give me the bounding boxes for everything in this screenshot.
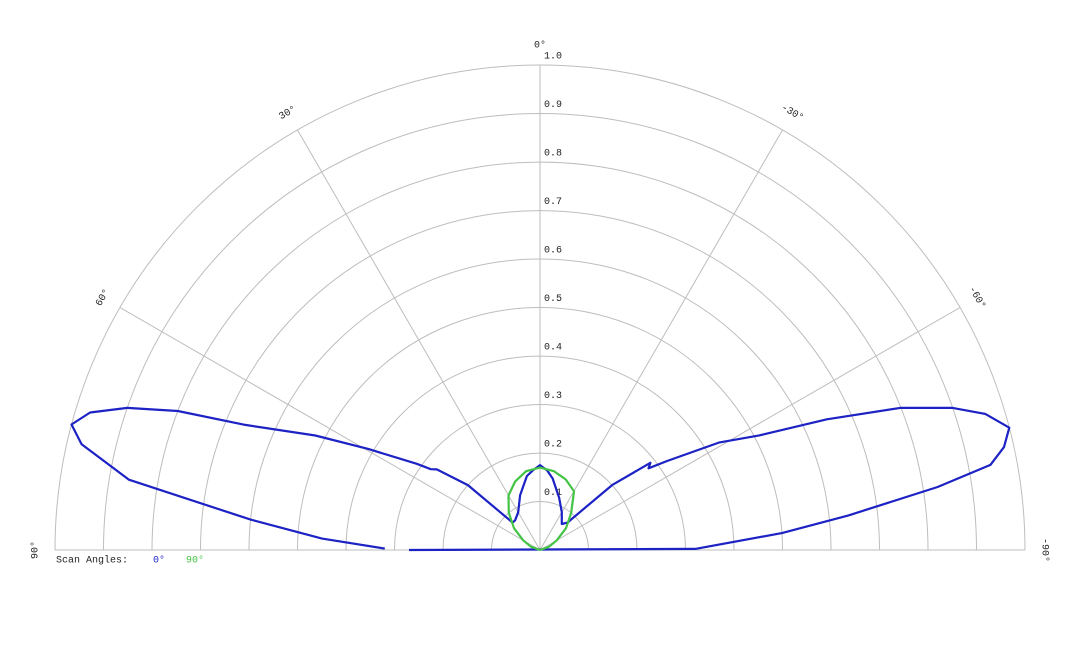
legend-title: Scan Angles: bbox=[56, 555, 128, 567]
r-tick-label: 0.2 bbox=[544, 440, 562, 451]
theta-tick-label: 30° bbox=[277, 104, 299, 123]
theta-tick-label: 90° bbox=[30, 541, 42, 559]
theta-tick-label: 0° bbox=[534, 40, 546, 52]
grid-spoke bbox=[539, 129, 783, 551]
r-tick-label: 0.9 bbox=[544, 100, 562, 111]
grid-spoke bbox=[297, 129, 541, 551]
r-tick-label: 0.1 bbox=[544, 488, 562, 499]
r-tick-label: 0.6 bbox=[544, 246, 562, 257]
r-tick-label: 0.7 bbox=[544, 197, 562, 208]
legend-entry: 0° bbox=[153, 555, 165, 567]
theta-tick-label: -90° bbox=[1038, 538, 1050, 562]
grid-spoke bbox=[119, 307, 541, 551]
series-line bbox=[507, 466, 576, 552]
theta-tick-label: 60° bbox=[94, 287, 113, 309]
legend: Scan Angles: 0° 90° bbox=[56, 555, 204, 567]
legend-entry: 90° bbox=[186, 555, 204, 567]
r-tick-label: 0.8 bbox=[544, 149, 562, 160]
r-tick-label: 0.3 bbox=[544, 391, 562, 402]
theta-tick-label: -30° bbox=[779, 102, 806, 124]
theta-tick-label: -60° bbox=[966, 284, 988, 311]
grid-spoke bbox=[539, 307, 961, 551]
r-tick-label: 1.0 bbox=[544, 52, 562, 63]
r-tick-label: 0.4 bbox=[544, 343, 562, 354]
r-tick-label: 0.5 bbox=[544, 294, 562, 305]
